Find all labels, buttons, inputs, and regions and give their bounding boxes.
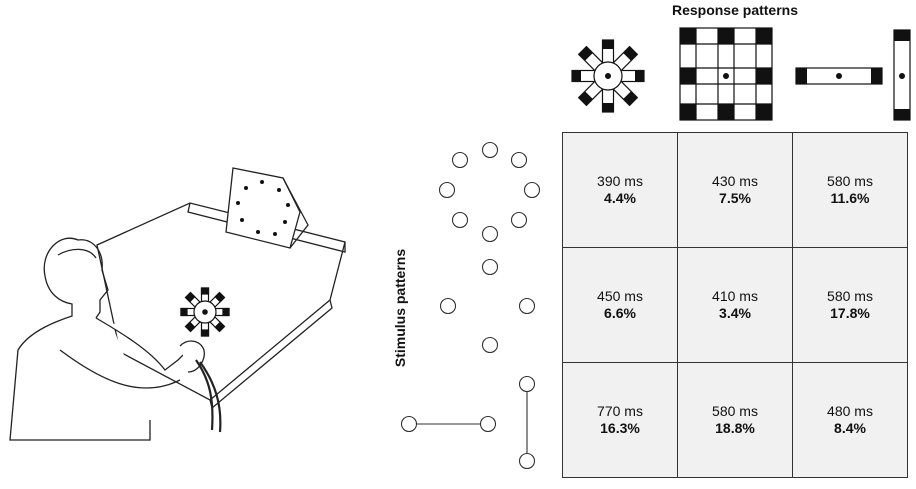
- circle-of-lights-icon: [438, 141, 541, 243]
- grid-cell: 450 ms 6.6%: [562, 247, 678, 363]
- cell-error-rate: 3.4%: [719, 305, 751, 321]
- cell-reaction-time: 450 ms: [597, 288, 643, 304]
- cell-reaction-time: 580 ms: [712, 403, 758, 419]
- response-patterns-title: Response patterns: [671, 2, 799, 18]
- grid-cell: 580 ms 18.8%: [677, 362, 793, 478]
- stimulus-patterns-title: Stimulus patterns: [392, 248, 408, 368]
- radial-arms-icon: [571, 39, 645, 113]
- cell-error-rate: 6.6%: [604, 305, 636, 321]
- vertical-bar-icon: [893, 29, 911, 121]
- horizontal-bar-icon: [795, 67, 883, 85]
- cell-reaction-time: 430 ms: [712, 173, 758, 189]
- star-arm: [184, 314, 203, 333]
- grid-cell: 580 ms 11.6%: [792, 132, 908, 248]
- cell-reaction-time: 390 ms: [597, 173, 643, 189]
- cell-error-rate: 18.8%: [715, 420, 755, 436]
- grid-cell: 430 ms 7.5%: [677, 132, 793, 248]
- cell-error-rate: 11.6%: [830, 190, 870, 206]
- cell-error-rate: 4.4%: [604, 190, 636, 206]
- grid-cell: 580 ms 17.8%: [792, 247, 908, 363]
- cell-reaction-time: 580 ms: [827, 288, 873, 304]
- cross-of-lights-icon: [400, 375, 536, 470]
- person-at-tilted-board-illustration: [9, 167, 346, 441]
- diamond-of-lights-icon: [439, 258, 536, 354]
- cell-reaction-time: 480 ms: [827, 403, 873, 419]
- grid-cell: 390 ms 4.4%: [562, 132, 678, 248]
- cell-error-rate: 8.4%: [834, 420, 866, 436]
- grid-cell: 770 ms 16.3%: [562, 362, 678, 478]
- cell-reaction-time: 770 ms: [597, 403, 643, 419]
- grid-cell: 410 ms 3.4%: [677, 247, 793, 363]
- grid-pattern-icon: [679, 27, 773, 121]
- cell-reaction-time: 580 ms: [827, 173, 873, 189]
- star-arm: [212, 307, 230, 317]
- cell-error-rate: 7.5%: [719, 190, 751, 206]
- grid-cell: 480 ms 8.4%: [792, 362, 908, 478]
- cell-error-rate: 17.8%: [830, 305, 870, 321]
- cell-reaction-time: 410 ms: [712, 288, 758, 304]
- cell-error-rate: 16.3%: [600, 420, 640, 436]
